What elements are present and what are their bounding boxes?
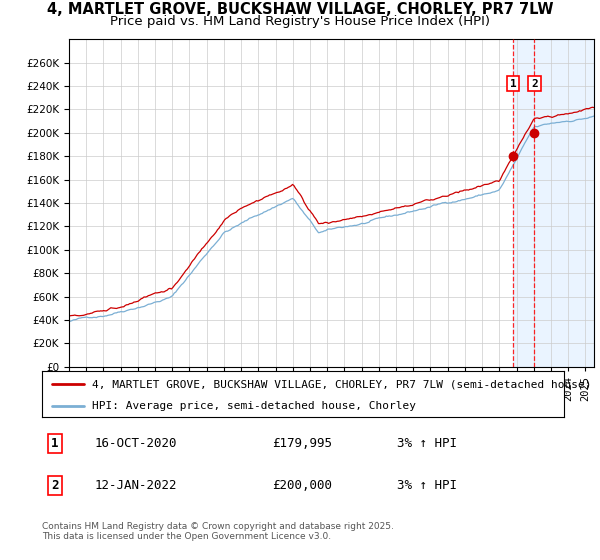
- Text: Contains HM Land Registry data © Crown copyright and database right 2025.
This d: Contains HM Land Registry data © Crown c…: [42, 522, 394, 542]
- Text: 4, MARTLET GROVE, BUCKSHAW VILLAGE, CHORLEY, PR7 7LW: 4, MARTLET GROVE, BUCKSHAW VILLAGE, CHOR…: [47, 2, 553, 17]
- Text: 12-JAN-2022: 12-JAN-2022: [94, 479, 177, 492]
- Text: 1: 1: [52, 437, 59, 450]
- Text: 16-OCT-2020: 16-OCT-2020: [94, 437, 177, 450]
- Text: £179,995: £179,995: [272, 437, 332, 450]
- Bar: [513, 39, 594, 367]
- Text: 3% ↑ HPI: 3% ↑ HPI: [397, 437, 457, 450]
- Text: 2: 2: [52, 479, 59, 492]
- Text: 1: 1: [509, 78, 517, 88]
- Text: 2: 2: [531, 78, 538, 88]
- Text: Price paid vs. HM Land Registry's House Price Index (HPI): Price paid vs. HM Land Registry's House …: [110, 15, 490, 28]
- Text: 3% ↑ HPI: 3% ↑ HPI: [397, 479, 457, 492]
- Text: 4, MARTLET GROVE, BUCKSHAW VILLAGE, CHORLEY, PR7 7LW (semi-detached house): 4, MARTLET GROVE, BUCKSHAW VILLAGE, CHOR…: [92, 379, 591, 389]
- Text: HPI: Average price, semi-detached house, Chorley: HPI: Average price, semi-detached house,…: [92, 401, 416, 410]
- Text: £200,000: £200,000: [272, 479, 332, 492]
